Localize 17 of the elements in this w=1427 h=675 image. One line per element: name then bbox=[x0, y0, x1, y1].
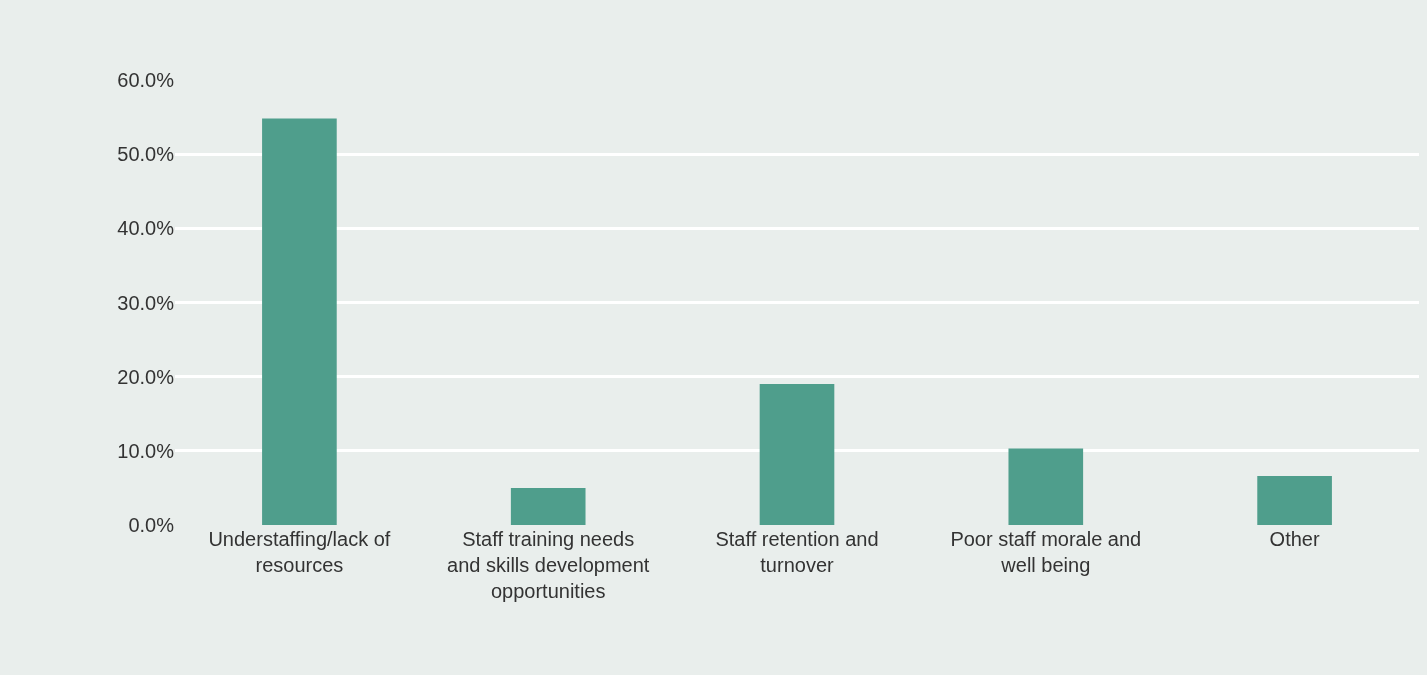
bar bbox=[759, 384, 835, 525]
bar bbox=[510, 487, 586, 525]
y-tick-label: 60.0% bbox=[117, 69, 175, 91]
x-tick-label: Understaffing/lack of resources bbox=[208, 528, 391, 576]
x-tick-label: Staff training needs and skills development opportunities bbox=[447, 528, 650, 602]
y-tick-label: 50.0% bbox=[117, 143, 175, 166]
y-tick-label: 40.0% bbox=[117, 217, 175, 240]
x-tick-label: Other bbox=[1269, 528, 1320, 550]
y-tick-label: 20.0% bbox=[117, 365, 175, 388]
bar bbox=[262, 118, 337, 525]
y-tick-label: 30.0% bbox=[117, 291, 175, 314]
x-tick-label: Staff retention and turnover bbox=[715, 528, 879, 576]
x-tick-label: Poor staff morale and well being bbox=[950, 528, 1142, 576]
y-tick-label: 10.0% bbox=[117, 439, 175, 462]
bar bbox=[1257, 476, 1332, 525]
y-tick-label: 0.0% bbox=[128, 514, 175, 536]
bar bbox=[1008, 448, 1084, 525]
